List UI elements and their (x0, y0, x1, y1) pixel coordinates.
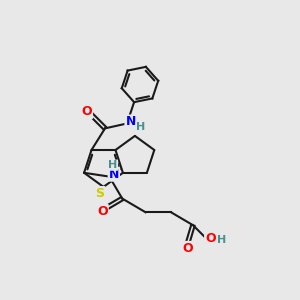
Text: N: N (125, 116, 136, 128)
Text: H: H (136, 122, 145, 132)
Text: O: O (97, 205, 108, 218)
Text: O: O (81, 105, 92, 118)
Text: O: O (182, 242, 193, 255)
Text: O: O (205, 232, 216, 245)
Text: N: N (109, 168, 119, 181)
Text: S: S (95, 187, 104, 200)
Text: H: H (217, 236, 226, 245)
Text: H: H (108, 160, 118, 170)
